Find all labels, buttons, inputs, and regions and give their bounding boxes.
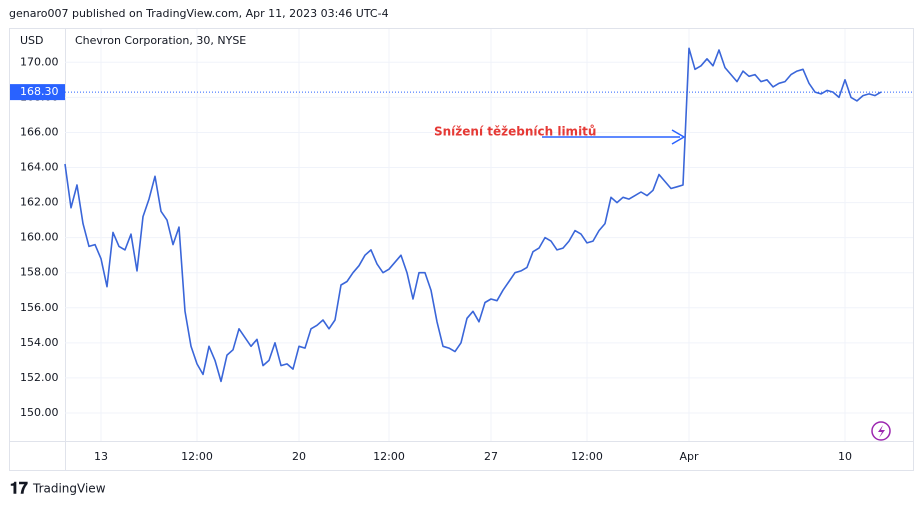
- footer-brand: TradingView: [32, 482, 106, 496]
- y-tick-label: 164.00: [20, 161, 59, 174]
- chart-frame: [9, 28, 914, 471]
- x-tick-label: 20: [292, 450, 306, 463]
- y-tick-label: 158.00: [20, 266, 59, 279]
- x-tick-label: Apr: [679, 450, 699, 463]
- currency-bg: [10, 29, 65, 53]
- price-line: [64, 47, 882, 383]
- y-tick-label: 154.00: [20, 336, 59, 349]
- x-tick-label: 12:00: [571, 450, 603, 463]
- last-price-box: [10, 84, 65, 101]
- annotation: Snížení těžebních limitů: [434, 125, 596, 139]
- last-price-label: 168.30: [20, 85, 59, 98]
- grid: [65, 29, 913, 441]
- y-tick-label: 162.00: [20, 196, 59, 209]
- y-tick-label: 166.00: [20, 125, 59, 138]
- y-tick-label: 170.00: [20, 55, 59, 68]
- symbol-title: Chevron Corporation, 30, NYSE: [75, 34, 246, 47]
- y-tick-label: 156.00: [20, 301, 59, 314]
- x-tick-label: 27: [484, 450, 498, 463]
- lightning-icon[interactable]: [871, 421, 891, 441]
- x-tick-label: 12:00: [181, 450, 213, 463]
- logo-mark: 𝟏𝟕: [10, 479, 28, 498]
- header: genaro007 published on TradingView.com, …: [9, 7, 389, 20]
- y-tick-label: 150.00: [20, 406, 59, 419]
- arrow-head: [671, 129, 686, 145]
- y-tick-label: 152.00: [20, 371, 59, 384]
- x-tick-label: 10: [838, 450, 852, 463]
- x-tick-label: 13: [94, 450, 108, 463]
- lightning-bolt: [878, 425, 885, 438]
- currency: USD: [20, 34, 44, 47]
- x-tick-label: 12:00: [373, 450, 405, 463]
- y-tick-label: 160.00: [20, 231, 59, 244]
